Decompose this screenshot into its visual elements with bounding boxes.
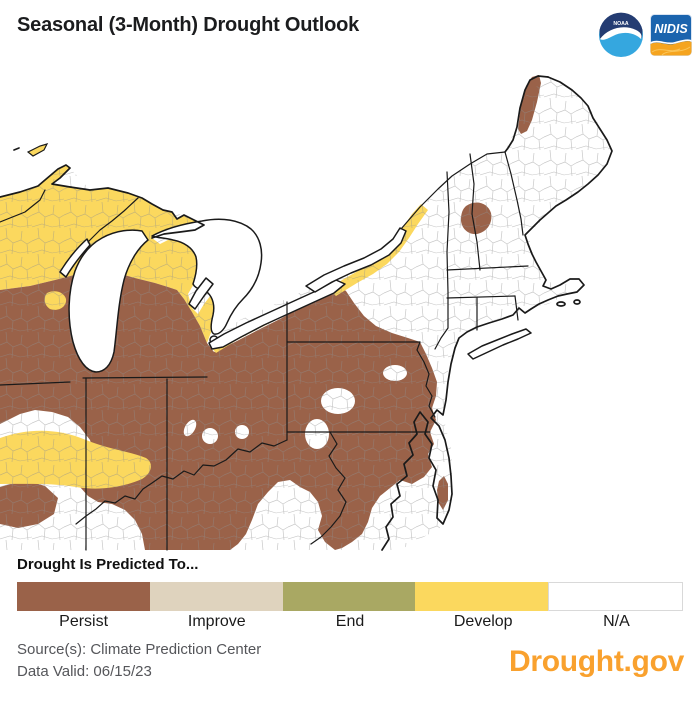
legend-swatch-na <box>548 582 683 611</box>
data-valid-text: Data Valid: 06/15/23 <box>17 663 152 680</box>
nidis-logo-icon: NIDIS <box>650 14 692 56</box>
legend-label-na: N/A <box>603 613 630 630</box>
great-lakes <box>59 218 407 373</box>
legend-swatch-end <box>282 582 416 611</box>
legend-label-develop: Develop <box>453 613 513 630</box>
drought-gov-link[interactable]: Drought.gov <box>508 645 684 678</box>
saginaw-bay <box>188 277 214 310</box>
lake-huron <box>151 218 263 335</box>
legend-swatch-develop <box>415 582 549 611</box>
lake-erie <box>208 279 346 350</box>
marthas-vineyard <box>556 301 566 307</box>
long-island <box>467 328 532 360</box>
noaa-logo-text: NOAA <box>613 21 629 27</box>
nantucket <box>573 299 581 305</box>
page-title: Seasonal (3-Month) Drought Outlook <box>17 14 360 36</box>
canada-border <box>400 151 506 230</box>
lake-ontario <box>305 227 407 293</box>
legend-color-bar <box>17 582 683 611</box>
legend-label-persist: Persist <box>59 613 109 630</box>
state-boundaries <box>0 151 529 551</box>
drought-outlook-map <box>0 75 613 551</box>
legend-labels: Persist Improve End Develop N/A <box>17 613 683 631</box>
noaa-logo-icon: NOAA <box>599 12 643 57</box>
green-bay <box>59 238 91 278</box>
legend-label-improve: Improve <box>187 613 246 630</box>
agency-logos: NOAA NIDIS <box>598 12 692 58</box>
nidis-logo: NIDIS <box>650 14 692 56</box>
nidis-logo-text: NIDIS <box>654 22 688 36</box>
maine-northwest-border <box>504 75 549 153</box>
atlantic-coast <box>381 76 613 551</box>
source-text: Source(s): Climate Prediction Center <box>17 641 262 658</box>
lake-michigan <box>68 229 149 373</box>
isle-royale <box>26 143 49 157</box>
lake-superior-shore <box>0 164 205 239</box>
legend-swatch-improve <box>149 582 283 611</box>
legend-heading: Drought Is Predicted To... <box>17 556 199 573</box>
legend-label-end: End <box>335 613 365 630</box>
legend-swatch-persist <box>17 582 150 611</box>
noaa-logo: NOAA <box>598 12 644 58</box>
coastlines <box>0 75 613 551</box>
